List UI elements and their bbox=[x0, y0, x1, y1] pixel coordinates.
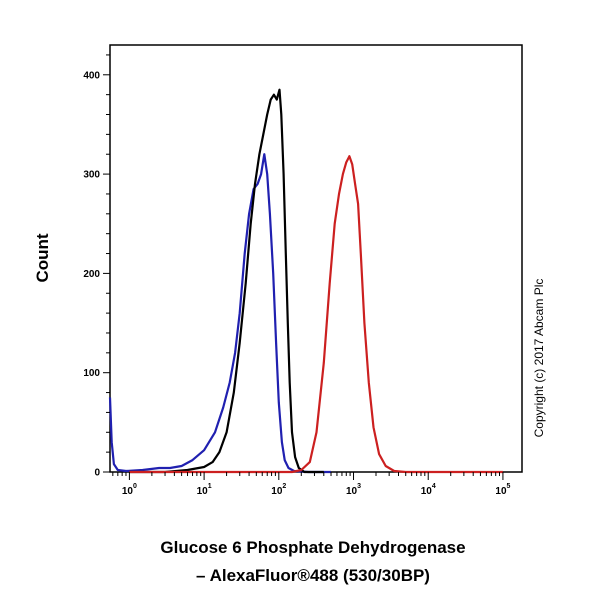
y-tick-label: 300 bbox=[83, 170, 100, 181]
plot-frame bbox=[109, 44, 523, 473]
x-tick-label: 102 bbox=[271, 483, 286, 497]
y-tick-label: 200 bbox=[83, 269, 100, 280]
y-axis: 0 100 200 300 400 bbox=[83, 54, 110, 479]
x-tick-label: 105 bbox=[495, 483, 510, 497]
series-line-3 bbox=[129, 155, 503, 474]
x-tick-label: 100 bbox=[122, 483, 137, 497]
x-tick-label: 103 bbox=[346, 483, 361, 497]
x-tick-label: 104 bbox=[421, 483, 436, 497]
chart-title-line-2: – AlexaFluor®488 (530/30BP) bbox=[196, 566, 430, 585]
y-tick-label: 400 bbox=[83, 70, 100, 81]
x-tick-label: 101 bbox=[197, 483, 212, 497]
copyright-annotation: Copyright (c) 2017 Abcam Plc bbox=[532, 279, 546, 438]
y-tick-label: 0 bbox=[94, 468, 100, 479]
y-axis-label: Count bbox=[33, 233, 52, 282]
chart-title-line-1: Glucose 6 Phosphate Dehydrogenase bbox=[160, 538, 465, 557]
series-line-1 bbox=[108, 153, 331, 474]
series-layer bbox=[108, 88, 503, 474]
x-axis: 100 101 102 103 104 105 bbox=[112, 472, 511, 497]
plot-border bbox=[109, 44, 523, 473]
y-tick-label: 100 bbox=[83, 368, 100, 379]
series-line-2 bbox=[129, 88, 324, 474]
